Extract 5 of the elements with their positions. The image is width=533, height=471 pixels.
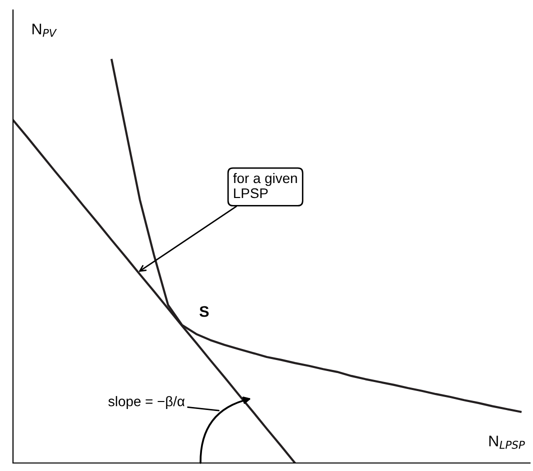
annotation: S — [200, 306, 209, 317]
x-axis-title: N$_{LPSP}$ — [489, 436, 525, 449]
y-axis-title: N$_{PV}$ — [32, 24, 57, 37]
annotation: slope = −β/α — [108, 396, 185, 410]
annotation: for a given LPSP — [233, 172, 297, 198]
